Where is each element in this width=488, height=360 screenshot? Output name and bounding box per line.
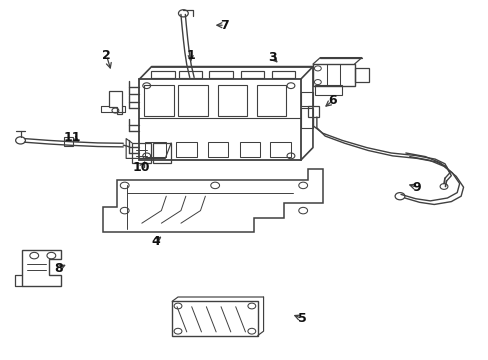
Text: 7: 7: [220, 19, 229, 32]
Bar: [151, 71, 175, 78]
Bar: [179, 71, 202, 78]
Bar: [300, 108, 312, 128]
Bar: [217, 85, 246, 116]
Text: 4: 4: [151, 235, 160, 248]
Bar: [354, 68, 368, 82]
Bar: [307, 106, 318, 117]
Bar: [139, 79, 300, 160]
Text: 6: 6: [327, 94, 336, 107]
Bar: [144, 85, 173, 116]
Text: 2: 2: [102, 49, 111, 62]
Bar: [176, 142, 196, 157]
Bar: [240, 71, 264, 78]
Bar: [172, 301, 257, 336]
Text: 10: 10: [133, 161, 150, 174]
Text: 3: 3: [268, 51, 277, 64]
Bar: [132, 143, 150, 163]
Bar: [271, 71, 294, 78]
Bar: [256, 85, 285, 116]
Bar: [63, 137, 73, 146]
Bar: [207, 142, 228, 157]
Bar: [145, 142, 165, 157]
Text: 5: 5: [297, 312, 306, 325]
Text: 11: 11: [63, 131, 81, 144]
Text: 9: 9: [411, 181, 420, 194]
Bar: [315, 85, 342, 95]
Bar: [270, 142, 290, 157]
Bar: [312, 64, 354, 86]
Bar: [209, 71, 232, 78]
Bar: [152, 143, 171, 163]
Text: 1: 1: [186, 49, 195, 62]
Bar: [239, 142, 260, 157]
Text: 8: 8: [54, 262, 63, 275]
Bar: [178, 85, 207, 116]
Bar: [300, 92, 312, 106]
